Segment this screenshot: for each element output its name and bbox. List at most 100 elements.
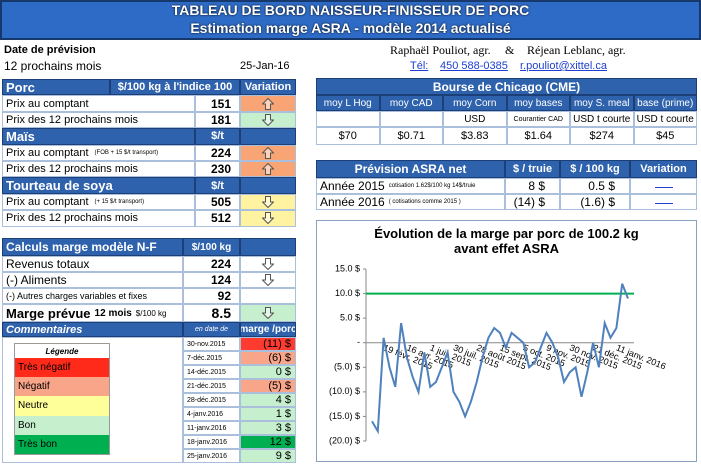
comment-value: (11) $ <box>240 337 296 351</box>
row-label: Année 2016( cotisations comme 2015 ) <box>316 194 505 210</box>
market-value: $1.64 <box>506 127 570 145</box>
asra-value: 0.5 $ <box>560 178 630 194</box>
chart-box <box>316 220 697 462</box>
arrow-up <box>262 97 274 110</box>
variation-cell <box>240 210 296 227</box>
market-value: $45 <box>633 127 697 145</box>
variation-cell <box>240 161 296 178</box>
variation-cell <box>240 288 296 304</box>
y-tick-label: 10.0 $ <box>335 288 360 298</box>
price-value: 512 <box>195 210 240 227</box>
variation-cell <box>630 194 697 210</box>
comment-date: 7-déc.2015 <box>183 351 240 365</box>
unit-cell: Courantier CAD <box>506 111 570 127</box>
dash <box>655 187 673 188</box>
unit-cell <box>379 111 443 127</box>
column-header: moy S. meal <box>570 95 634 111</box>
y-tick-label: (15.0) $ <box>329 411 360 421</box>
comment-value: 4 $ <box>240 393 296 407</box>
author: Réjean Leblanc, agr. <box>527 42 626 57</box>
section-header: Maïs <box>2 128 195 145</box>
variation-cell <box>240 95 296 112</box>
date-label: Date de prévision <box>4 44 96 56</box>
y-tick-label: - <box>357 337 360 347</box>
margin-value: 8.5 <box>183 304 240 322</box>
market-value: $0.71 <box>379 127 443 145</box>
arrow-down <box>262 274 274 286</box>
unit-cell <box>316 111 380 127</box>
calc-value: 124 <box>183 272 240 288</box>
market-value: $3.83 <box>443 127 507 145</box>
header-fill <box>240 238 296 256</box>
row-label: Année 2015 cotisation 1.62$/100 kg 14$/tr… <box>316 178 505 194</box>
table-title: Bourse de Chicago (CME) <box>316 78 697 95</box>
label: Marge prévue <box>6 305 91 321</box>
comment-value: 0 $ <box>240 365 296 379</box>
subtitle: Estimation marge ASRA - modèle 2014 actu… <box>190 20 511 36</box>
label: Année 2016 <box>320 195 385 209</box>
comment-date: 4-janv.2016 <box>183 407 240 421</box>
note: (+ 15 $/t transport) <box>94 198 145 205</box>
column-header: moy bases <box>506 95 570 111</box>
variation-cell <box>240 111 296 129</box>
unit-cell: USD t courte <box>570 111 634 127</box>
arrow-down <box>262 195 274 208</box>
arrow-up <box>262 146 274 159</box>
column-header: en date de <box>183 322 240 337</box>
y-tick-label: (20.0) $ <box>329 435 360 445</box>
note: ( cotisations comme 2015 ) <box>388 199 461 205</box>
label: Prix au comptant <box>6 97 89 110</box>
unit-header: $/100 kg <box>183 238 240 256</box>
table-title: Calculs marge modèle N-F <box>2 238 183 256</box>
comment-date: 11-janv.2016 <box>183 421 240 435</box>
table-title: Commentaires <box>2 322 183 337</box>
arrow-up <box>262 163 274 176</box>
variation-cell <box>240 272 296 288</box>
comment-value: 9 $ <box>240 449 296 463</box>
row-label: (-) Autres charges variables et fixes <box>2 288 183 304</box>
price-value: 151 <box>195 95 240 112</box>
row-label: Prix au comptant (FOB + 15 $/t transport) <box>2 144 195 161</box>
comment-date: 30-nov.2015 <box>183 337 240 351</box>
price-value: 505 <box>195 193 240 211</box>
row-label: Prix des 12 prochains mois <box>2 210 195 227</box>
legend-item: Très bon <box>15 434 109 454</box>
comment-value: (5) $ <box>240 379 296 393</box>
column-header: moy Corn <box>443 95 507 111</box>
variation-cell <box>240 256 296 272</box>
calc-value: 92 <box>183 288 240 304</box>
table-title: Prévision ASRA net <box>316 160 505 178</box>
comment-value: 1 $ <box>240 407 296 421</box>
period: 12 prochains mois <box>4 59 102 73</box>
market-value: $70 <box>316 127 380 145</box>
margin-chart: 15.0 $ 10.0 $ 5.0 $ - (5.0) $ (10.0) $ (15.0) … <box>329 263 667 445</box>
variation-cell <box>240 193 296 211</box>
legend-item: Très négatif <box>15 358 109 378</box>
price-value: 224 <box>195 144 240 161</box>
column-header: moy CAD <box>379 95 443 111</box>
unit-header: $/100 kg à l'indice 100 <box>110 79 240 96</box>
column-header: Variation <box>630 160 697 178</box>
column-header: $ / truie <box>505 160 560 178</box>
asra-value: (1.6) $ <box>560 194 630 210</box>
header-fill <box>240 177 296 194</box>
arrow-down <box>262 113 274 126</box>
row-label: Revenus totaux <box>2 256 183 272</box>
market-value: $274 <box>570 127 634 145</box>
unit: $/100 kg <box>135 308 167 318</box>
variation-cell <box>630 178 697 194</box>
tel: 450 588-0385 <box>440 60 508 72</box>
unit-header: $/t <box>195 128 240 145</box>
period: 12 mois <box>94 307 132 319</box>
row-label: Prix au comptant (+ 15 $/t transport) <box>2 193 195 211</box>
unit-cell: USD <box>443 111 507 127</box>
legend-item: Bon <box>15 415 109 435</box>
unit-header: $/t <box>195 177 240 194</box>
section-header: Tourteau de soya <box>2 177 195 194</box>
comment-value: 3 $ <box>240 421 296 435</box>
header-band <box>0 0 701 40</box>
column-header: $ / 100 kg <box>560 160 630 178</box>
arrow-down <box>262 307 274 319</box>
y-tick-label: 15.0 $ <box>335 263 360 273</box>
